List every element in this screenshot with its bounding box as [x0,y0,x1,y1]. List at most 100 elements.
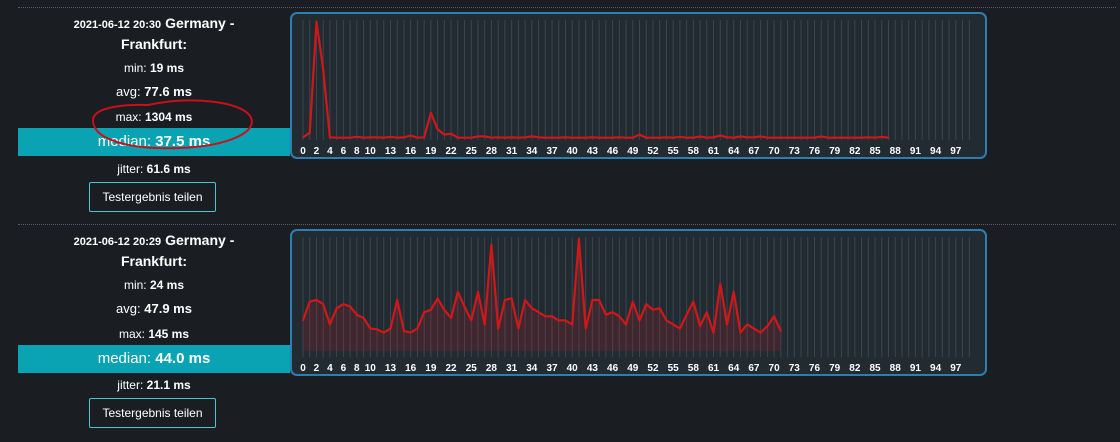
data-point [759,331,762,334]
data-point [497,327,500,330]
x-tick-label: 13 [385,363,397,374]
jitter-label: jitter: [117,162,144,176]
data-point [860,136,863,139]
x-tick-label: 52 [647,363,659,374]
data-point [598,299,600,301]
data-point [591,299,594,301]
x-tick-label: 43 [587,146,599,157]
jitter-stat: jitter: 61.6 ms [18,161,290,177]
x-tick-label: 88 [890,146,902,157]
data-point [753,327,755,330]
data-point [329,323,331,326]
result-date: 2021-06-12 20:30 [73,19,162,31]
data-point [396,136,399,139]
data-point [874,136,876,139]
x-tick-label: 67 [748,363,760,374]
data-point [773,136,775,139]
data-point [645,303,648,305]
data-point [854,136,856,139]
x-tick-label: 97 [950,363,962,374]
data-point [578,238,580,240]
avg-label: avg: [116,301,141,316]
x-tick-label: 13 [385,146,397,157]
data-point [679,327,681,330]
data-point [753,136,755,139]
data-point [786,136,789,139]
data-point [537,311,540,314]
data-point [712,136,715,139]
data-point [551,315,553,318]
data-point [699,135,701,138]
data-point [463,305,466,308]
divider-middle [18,224,1116,225]
x-tick-label: 55 [668,146,680,157]
data-point [699,325,701,327]
data-point [732,291,735,293]
data-point [355,313,358,316]
data-point [403,136,405,139]
x-tick-label: 37 [546,363,558,374]
data-point [652,136,654,139]
avg-label: avg: [116,84,141,99]
data-point [416,136,419,139]
data-point [430,112,432,114]
data-point [443,308,446,311]
x-tick-label: 73 [789,146,801,157]
data-point [618,136,621,139]
x-tick-label: 28 [486,146,498,157]
x-tick-label: 61 [708,146,720,157]
data-point [726,136,728,139]
data-point [490,136,493,139]
divider-top [18,7,1116,8]
x-tick-label: 16 [405,146,417,157]
median-stat: median: 44.0 ms [18,345,290,373]
x-tick-label: 70 [769,146,781,157]
data-point [322,303,325,305]
data-point [638,133,641,136]
data-point [672,136,675,139]
data-point [382,136,385,139]
x-tick-label: 4 [327,146,333,157]
data-point [423,311,425,314]
data-point [423,136,425,139]
x-tick-label: 4 [327,363,333,374]
data-point [396,299,399,301]
chart-svg: 0 2 4 6 8 10 13 16 19 22 25 28 31 34 37 40 43 46 49 52 55 58 6… [300,237,970,374]
data-point [618,315,621,318]
data-point [813,136,816,139]
share-result-button[interactable]: Testergebnis teilen [89,182,216,212]
x-tick-label: 0 [300,146,306,157]
x-tick-label: 19 [425,146,437,157]
data-point [510,297,513,300]
data-point [362,317,365,319]
min-label: min: [123,278,147,292]
data-point [705,311,708,314]
x-tick-label: 6 [341,363,347,374]
x-tick-label: 25 [466,363,478,374]
max-stat: max: 1304 ms [18,109,290,125]
data-point [726,323,728,326]
data-point [679,135,681,138]
x-tick-label: 79 [829,363,841,374]
median-value: 44.0 ms [155,350,211,367]
x-tick-label: 76 [809,146,821,157]
data-point [470,319,473,322]
x-tick-label: 8 [354,363,360,374]
x-tick-label: 28 [486,363,498,374]
data-point [557,136,560,139]
data-point [349,305,351,308]
x-tick-label: 34 [526,146,538,157]
data-point [382,331,385,334]
data-point [685,136,688,139]
share-result-button[interactable]: Testergebnis teilen [89,398,216,428]
data-point [672,323,675,326]
data-point [504,136,506,139]
data-point [490,243,493,246]
x-tick-label: 94 [930,363,942,374]
x-tick-label: 46 [607,146,619,157]
data-point [517,327,520,330]
data-point [544,136,547,139]
x-tick-label: 10 [365,146,377,157]
data-point [611,311,614,314]
median-label: median: [97,133,152,150]
